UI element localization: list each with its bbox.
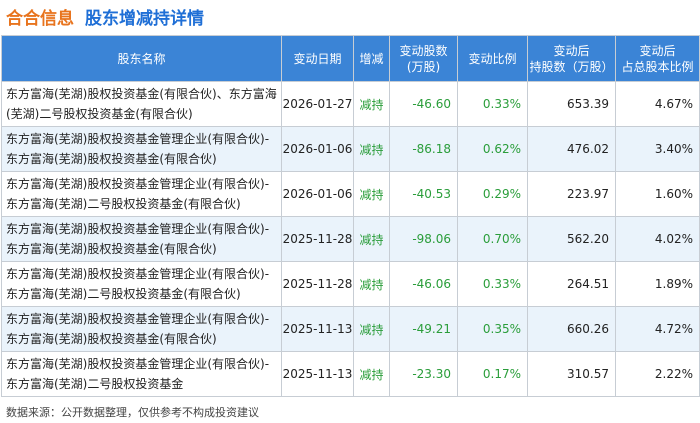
cell-date: 2025-11-28 xyxy=(281,216,354,262)
cell-shareholder: 东方富海(芜湖)股权投资基金管理企业(有限合伙)-东方富海(芜湖)股权投资基金(… xyxy=(1,126,282,172)
cell-shareholder: 东方富海(芜湖)股权投资基金管理企业(有限合伙)-东方富海(芜湖)股权投资基金(… xyxy=(1,216,282,262)
cell-after-pct: 1.89% xyxy=(615,261,700,307)
cell-date: 2026-01-27 xyxy=(281,81,354,127)
cell-shareholder: 东方富海(芜湖)股权投资基金管理企业(有限合伙)-东方富海(芜湖)二号股权投资基… xyxy=(1,261,282,307)
cell-after-pct: 4.72% xyxy=(615,306,700,352)
page-title: 股东增减持详情 xyxy=(85,9,204,29)
cell-direction: 减持 xyxy=(353,261,390,307)
cell-shares: -46.60 xyxy=(389,81,458,127)
col-header-after-shares: 变动后 持股数（万股） xyxy=(527,35,616,82)
cell-direction: 减持 xyxy=(353,351,390,397)
cell-after-shares: 264.51 xyxy=(527,261,616,307)
cell-direction: 减持 xyxy=(353,81,390,127)
cell-date: 2026-01-06 xyxy=(281,171,354,217)
cell-date: 2025-11-28 xyxy=(281,261,354,307)
cell-after-pct: 3.40% xyxy=(615,126,700,172)
table-row: 东方富海(芜湖)股权投资基金管理企业(有限合伙)-东方富海(芜湖)股权投资基金(… xyxy=(1,306,700,352)
cell-date: 2025-11-13 xyxy=(281,306,354,352)
cell-after-shares: 562.20 xyxy=(527,216,616,262)
cell-shares: -98.06 xyxy=(389,216,458,262)
cell-ratio: 0.70% xyxy=(457,216,528,262)
cell-ratio: 0.62% xyxy=(457,126,528,172)
col-header-shareholder: 股东名称 xyxy=(1,35,282,82)
cell-after-pct: 4.67% xyxy=(615,81,700,127)
cell-shares: -23.30 xyxy=(389,351,458,397)
cell-shareholder: 东方富海(芜湖)股权投资基金管理企业(有限合伙)-东方富海(芜湖)二号股权投资基… xyxy=(1,351,282,397)
table-header-row: 股东名称 变动日期 增减 变动股数 (万股) 变动比例 变动后 持股数（万股） … xyxy=(1,35,700,82)
col-header-shares: 变动股数 (万股) xyxy=(389,35,458,82)
cell-direction: 减持 xyxy=(353,126,390,172)
cell-after-pct: 4.02% xyxy=(615,216,700,262)
cell-after-shares: 476.02 xyxy=(527,126,616,172)
data-source-note: 数据来源：公开数据整理，仅供参考不构成投资建议 xyxy=(6,406,259,419)
cell-after-shares: 310.57 xyxy=(527,351,616,397)
cell-date: 2026-01-06 xyxy=(281,126,354,172)
cell-direction: 减持 xyxy=(353,306,390,352)
cell-direction: 减持 xyxy=(353,216,390,262)
cell-ratio: 0.33% xyxy=(457,81,528,127)
cell-after-pct: 2.22% xyxy=(615,351,700,397)
cell-ratio: 0.29% xyxy=(457,171,528,217)
cell-direction: 减持 xyxy=(353,171,390,217)
cell-shares: -49.21 xyxy=(389,306,458,352)
company-name: 合合信息 xyxy=(6,9,74,29)
cell-after-shares: 653.39 xyxy=(527,81,616,127)
cell-after-pct: 1.60% xyxy=(615,171,700,217)
cell-date: 2025-11-13 xyxy=(281,351,354,397)
cell-shareholder: 东方富海(芜湖)股权投资基金(有限合伙)、东方富海(芜湖)二号股权投资基金(有限… xyxy=(1,81,282,127)
col-header-after-pct: 变动后 占总股本比例 xyxy=(615,35,700,82)
col-header-ratio: 变动比例 xyxy=(457,35,528,82)
table-row: 东方富海(芜湖)股权投资基金管理企业(有限合伙)-东方富海(芜湖)二号股权投资基… xyxy=(1,351,700,397)
cell-shares: -46.06 xyxy=(389,261,458,307)
page-header: 合合信息 股东增减持详情 xyxy=(0,0,700,30)
cell-ratio: 0.17% xyxy=(457,351,528,397)
shareholder-change-table: 股东名称 变动日期 增减 变动股数 (万股) 变动比例 变动后 持股数（万股） … xyxy=(1,35,700,397)
col-header-direction: 增减 xyxy=(353,35,390,82)
table-row: 东方富海(芜湖)股权投资基金(有限合伙)、东方富海(芜湖)二号股权投资基金(有限… xyxy=(1,81,700,127)
cell-ratio: 0.35% xyxy=(457,306,528,352)
table-row: 东方富海(芜湖)股权投资基金管理企业(有限合伙)-东方富海(芜湖)二号股权投资基… xyxy=(1,261,700,307)
cell-ratio: 0.33% xyxy=(457,261,528,307)
col-header-date: 变动日期 xyxy=(281,35,354,82)
table-row: 东方富海(芜湖)股权投资基金管理企业(有限合伙)-东方富海(芜湖)二号股权投资基… xyxy=(1,171,700,217)
cell-shares: -40.53 xyxy=(389,171,458,217)
cell-shares: -86.18 xyxy=(389,126,458,172)
table-row: 东方富海(芜湖)股权投资基金管理企业(有限合伙)-东方富海(芜湖)股权投资基金(… xyxy=(1,126,700,172)
cell-after-shares: 223.97 xyxy=(527,171,616,217)
cell-shareholder: 东方富海(芜湖)股权投资基金管理企业(有限合伙)-东方富海(芜湖)二号股权投资基… xyxy=(1,171,282,217)
table-row: 东方富海(芜湖)股权投资基金管理企业(有限合伙)-东方富海(芜湖)股权投资基金(… xyxy=(1,216,700,262)
cell-shareholder: 东方富海(芜湖)股权投资基金管理企业(有限合伙)-东方富海(芜湖)股权投资基金(… xyxy=(1,306,282,352)
cell-after-shares: 660.26 xyxy=(527,306,616,352)
